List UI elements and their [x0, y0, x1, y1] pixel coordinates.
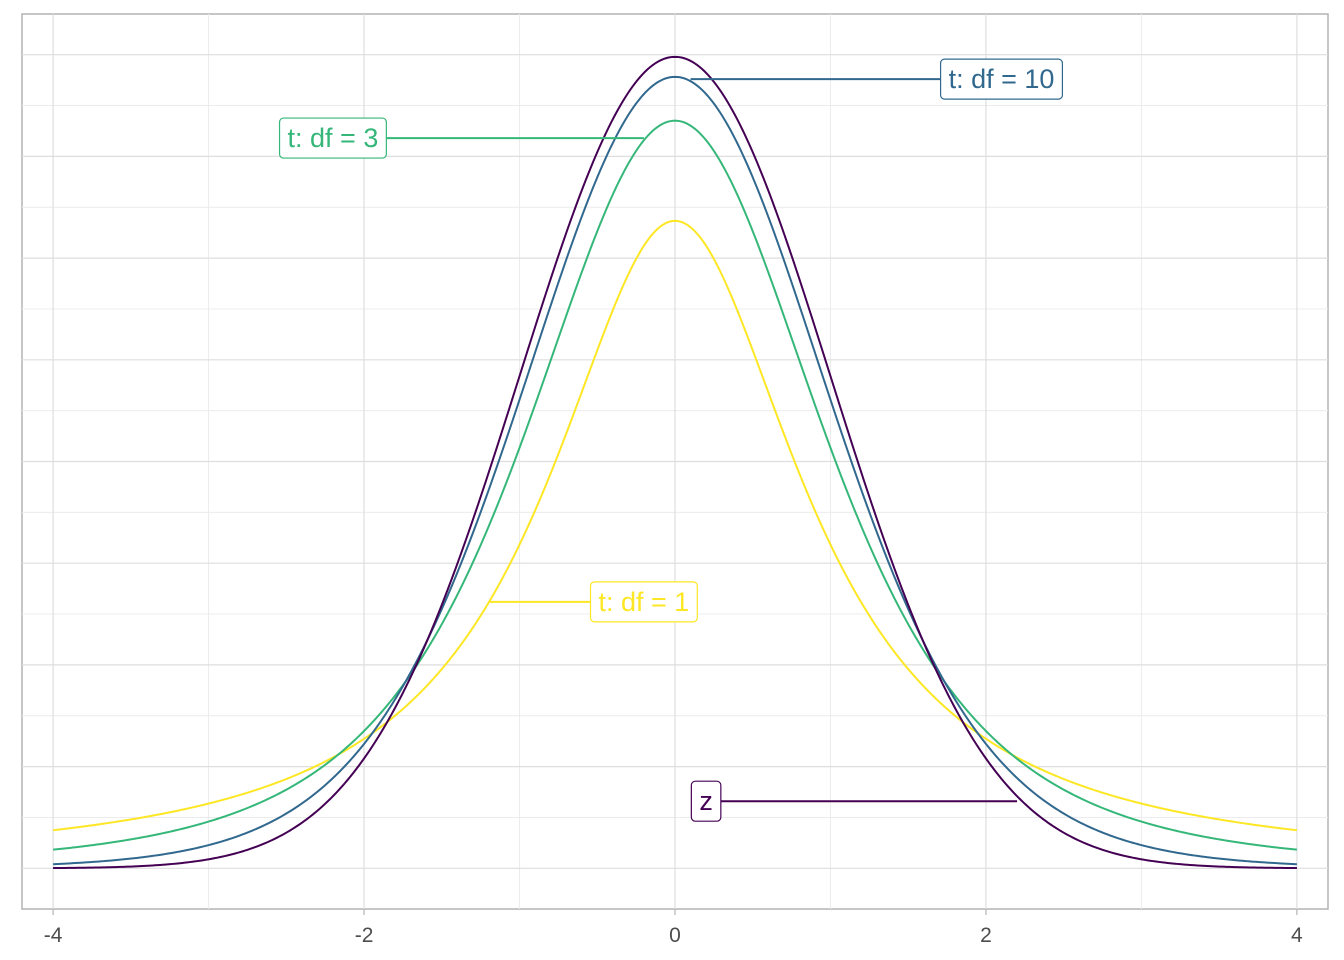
label-box-t-df-1 [589, 581, 698, 623]
x-tick-label: -4 [44, 924, 63, 947]
label-text-t-df-3: t: df = 3 [288, 123, 379, 153]
x-tick-label: -2 [355, 924, 374, 947]
curve-t-df-10 [53, 75, 1297, 866]
curve-t-df-1 [52, 219, 1298, 832]
x-tick-label: 4 [1291, 924, 1303, 947]
curve-labels: z t: df = 10 t: df = 3 t: df = 1 [278, 58, 1064, 822]
x-tick-label: 2 [980, 924, 992, 947]
density-curves [52, 55, 1298, 870]
label-text-t-df-10: t: df = 10 [949, 64, 1055, 94]
curve-z [53, 55, 1297, 870]
major-gridlines [22, 14, 1328, 909]
label-text-z: z [699, 786, 713, 816]
curve-t-df-3 [52, 119, 1298, 851]
x-axis-ticks [52, 909, 1298, 915]
x-tick-label: 0 [669, 924, 681, 947]
label-box-z [690, 780, 722, 822]
label-box-t-df-3 [278, 117, 387, 159]
x-axis-tick-labels: -4 -2 0 2 4 [44, 924, 1303, 947]
label-text-t-df-1: t: df = 1 [598, 587, 689, 617]
label-box-t-df-10 [939, 58, 1064, 100]
